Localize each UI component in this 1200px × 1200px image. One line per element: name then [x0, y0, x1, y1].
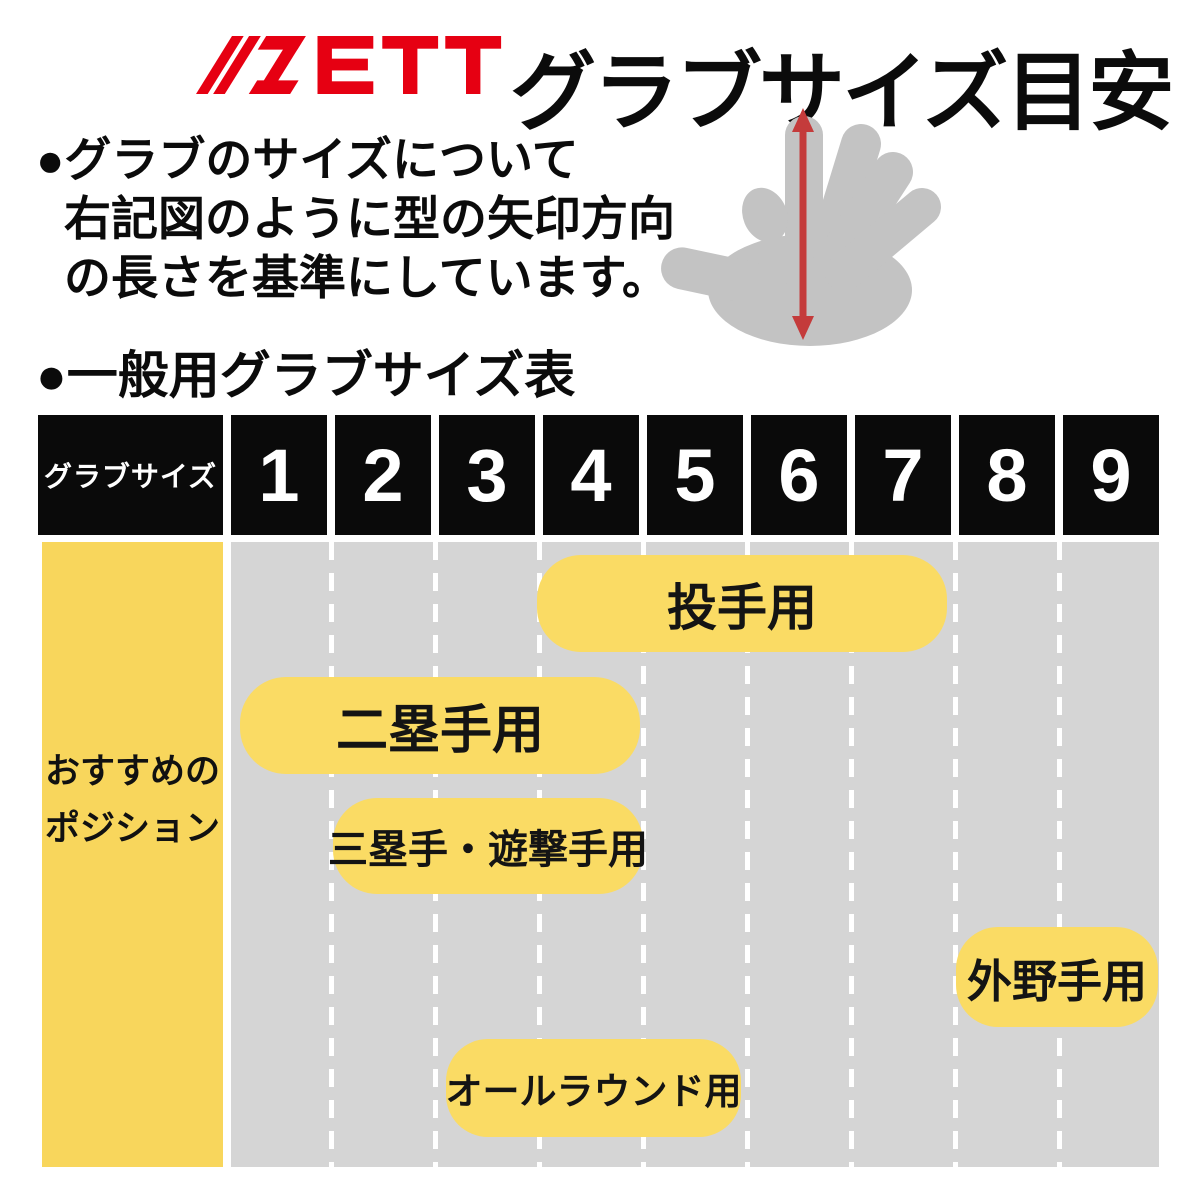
header-cell-size-5: 5	[647, 415, 743, 535]
intro-line: 右記図のように型の矢印方向	[64, 192, 675, 245]
hand-icon	[661, 116, 941, 346]
intro-heading: ●グラブのサイズについて	[36, 133, 579, 186]
header-cell-size-6: 6	[751, 415, 847, 535]
range-pill-outfielder: 外野手用	[956, 927, 1158, 1027]
range-pill-pitcher: 投手用	[537, 555, 947, 652]
column-divider	[953, 542, 958, 1167]
logo-z-slash	[196, 36, 244, 94]
range-pill-all-round: オールラウンド用	[446, 1039, 742, 1137]
column-divider	[641, 542, 646, 1167]
header-cell-size-7: 7	[855, 415, 951, 535]
header-cell-size-1: 1	[231, 415, 327, 535]
column-divider	[329, 542, 334, 1167]
glove-hand-illustration	[661, 108, 941, 346]
glove-size-table: グラブサイズ 1 2 3 4 5 6 7 8 9 おすすめの ポジション 投手用…	[38, 415, 1159, 1167]
logo-z-slash	[213, 36, 261, 94]
logo-z-bottombar	[248, 80, 299, 94]
logo-letter-t	[382, 36, 439, 94]
row-label-recommended-position: おすすめの ポジション	[42, 542, 223, 1167]
column-divider	[1057, 542, 1062, 1167]
intro-section: ●グラブのサイズについて 右記図のように型の矢印方向 の長さを基準にしています。	[36, 130, 675, 307]
column-divider	[849, 542, 854, 1167]
logo-letter-e	[317, 36, 374, 94]
zett-logo	[196, 36, 502, 94]
range-pill-second-baseman: 二塁手用	[240, 677, 640, 774]
table-section-heading: ●一般用グラブサイズ表	[36, 347, 576, 404]
logo-z-diagonal	[255, 36, 306, 94]
header-cell-size-8: 8	[959, 415, 1055, 535]
page-title: グラブサイズ目安	[510, 45, 1174, 141]
length-arrow-icon	[792, 108, 814, 340]
row-label-line: おすすめの	[44, 751, 220, 791]
header-cell-size-9: 9	[1063, 415, 1159, 535]
header-cell-size-3: 3	[439, 415, 535, 535]
column-divider	[745, 542, 750, 1167]
header-cell-size-4: 4	[543, 415, 639, 535]
row-label-line: ポジション	[44, 808, 220, 848]
header-cell-glove-size: グラブサイズ	[38, 415, 223, 535]
header-cell-size-2: 2	[335, 415, 431, 535]
range-pill-third-shortstop: 三塁手・遊撃手用	[328, 798, 648, 894]
intro-line: の長さを基準にしています。	[64, 251, 669, 304]
logo-letter-t	[445, 36, 502, 94]
